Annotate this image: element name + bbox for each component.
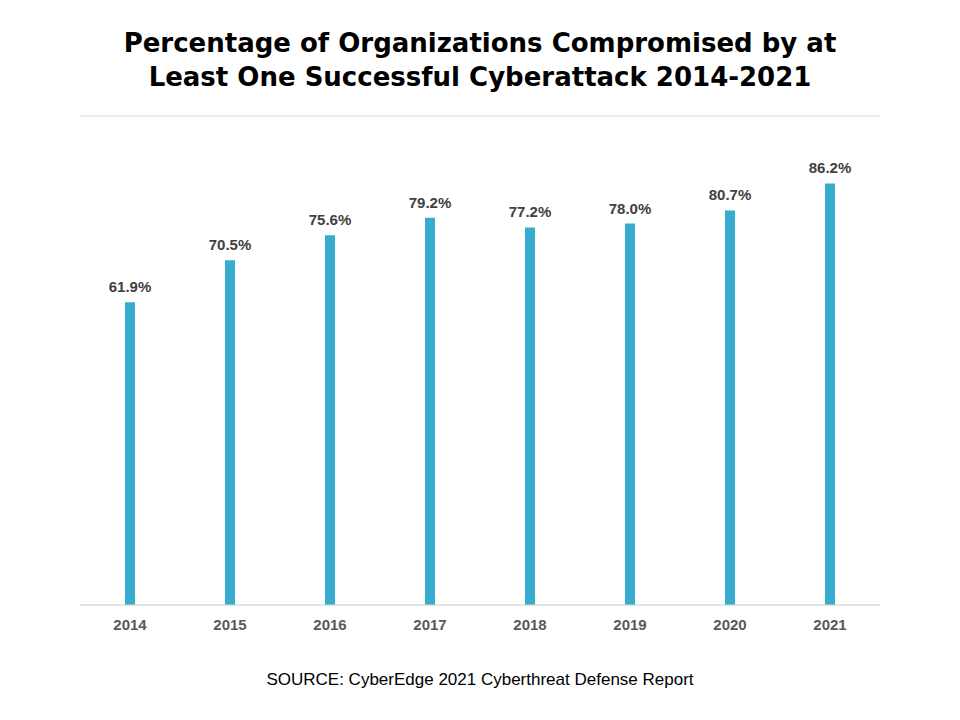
svg-text:2017: 2017 — [413, 616, 446, 633]
html-text:Percentage of Organizations Co: Percentage of Organizations Compromised … — [123, 28, 837, 92]
svg-text:2019: 2019 — [613, 616, 646, 633]
svg-text:2020: 2020 — [713, 616, 746, 633]
html-text:SOURCE: CyberEdge 2021 Cyberth: SOURCE: CyberEdge 2021 Cyberthreat Defen… — [266, 670, 694, 689]
svg-text:86.2%: 86.2% — [809, 159, 852, 176]
svg-text:78.0%: 78.0% — [609, 200, 652, 217]
svg-text:79.2%: 79.2% — [409, 194, 452, 211]
svg-text:2018: 2018 — [513, 616, 546, 633]
svg-text:75.6%: 75.6% — [309, 211, 352, 228]
svg-text:2014: 2014 — [113, 616, 147, 633]
svg-text:80.7%: 80.7% — [709, 186, 752, 203]
svg-text:2021: 2021 — [813, 616, 846, 633]
svg-text:77.2%: 77.2% — [509, 203, 552, 220]
svg-text:70.5%: 70.5% — [209, 236, 252, 253]
svg-text:2016: 2016 — [313, 616, 346, 633]
svg-text:61.9%: 61.9% — [109, 278, 152, 295]
svg-text:2015: 2015 — [213, 616, 246, 633]
